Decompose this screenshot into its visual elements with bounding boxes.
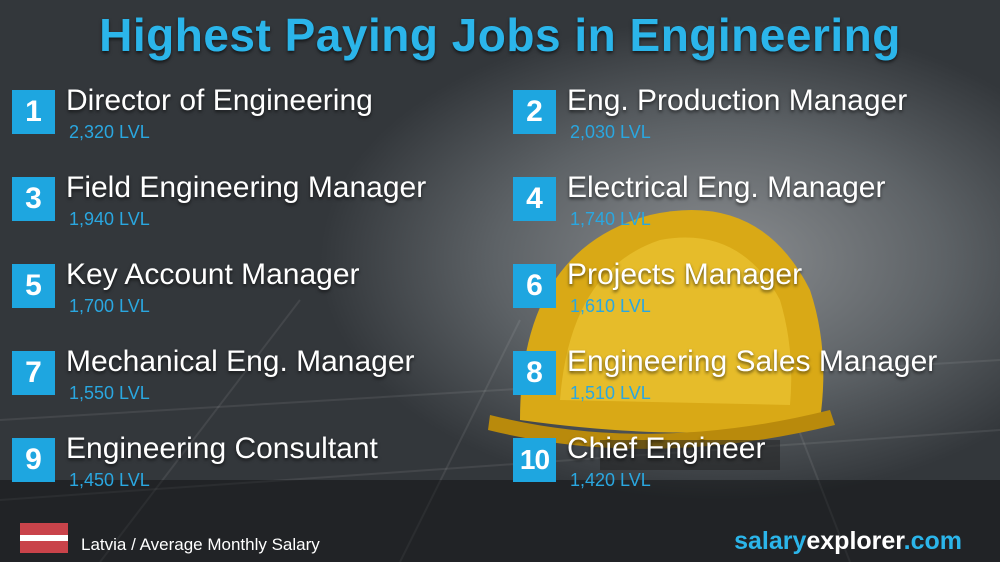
job-salary: 1,740 LVL — [570, 209, 651, 229]
job-title: Key Account Manager — [66, 258, 360, 291]
job-salary: 2,320 LVL — [69, 122, 150, 142]
job-salary: 1,450 LVL — [69, 470, 150, 490]
brand-part: salary — [734, 527, 807, 555]
job-salary: 1,420 LVL — [570, 470, 651, 490]
rank-badge: 7 — [12, 351, 55, 395]
rank-badge: 9 — [12, 438, 55, 482]
brand-logo: salaryexplorer.com — [734, 527, 962, 556]
rank-badge: 8 — [513, 351, 556, 395]
job-salary: 2,030 LVL — [570, 122, 651, 142]
rank-badge: 1 — [12, 90, 55, 134]
rank-badge: 5 — [12, 264, 55, 308]
rank-badge: 10 — [513, 438, 556, 482]
job-title: Engineering Consultant — [66, 432, 378, 465]
rank-badge: 6 — [513, 264, 556, 308]
job-salary: 1,610 LVL — [570, 296, 651, 316]
job-salary: 1,510 LVL — [570, 383, 651, 403]
job-title: Mechanical Eng. Manager — [66, 345, 415, 378]
latvia-flag-icon — [20, 523, 68, 553]
brand-part: explorer — [806, 527, 904, 555]
job-title: Director of Engineering — [66, 84, 373, 117]
brand-part: .com — [903, 527, 962, 555]
job-title: Projects Manager — [567, 258, 803, 291]
rank-badge: 4 — [513, 177, 556, 221]
footer-caption: Latvia / Average Monthly Salary — [81, 535, 320, 554]
job-title: Field Engineering Manager — [66, 171, 427, 204]
job-salary: 1,940 LVL — [69, 209, 150, 229]
page-title: Highest Paying Jobs in Engineering — [99, 9, 901, 61]
job-title: Engineering Sales Manager — [567, 345, 938, 378]
job-title: Eng. Production Manager — [567, 84, 908, 117]
job-salary: 1,550 LVL — [69, 383, 150, 403]
job-title: Chief Engineer — [567, 432, 766, 465]
rank-badge: 2 — [513, 90, 556, 134]
rank-badge: 3 — [12, 177, 55, 221]
job-salary: 1,700 LVL — [69, 296, 150, 316]
job-title: Electrical Eng. Manager — [567, 171, 886, 204]
